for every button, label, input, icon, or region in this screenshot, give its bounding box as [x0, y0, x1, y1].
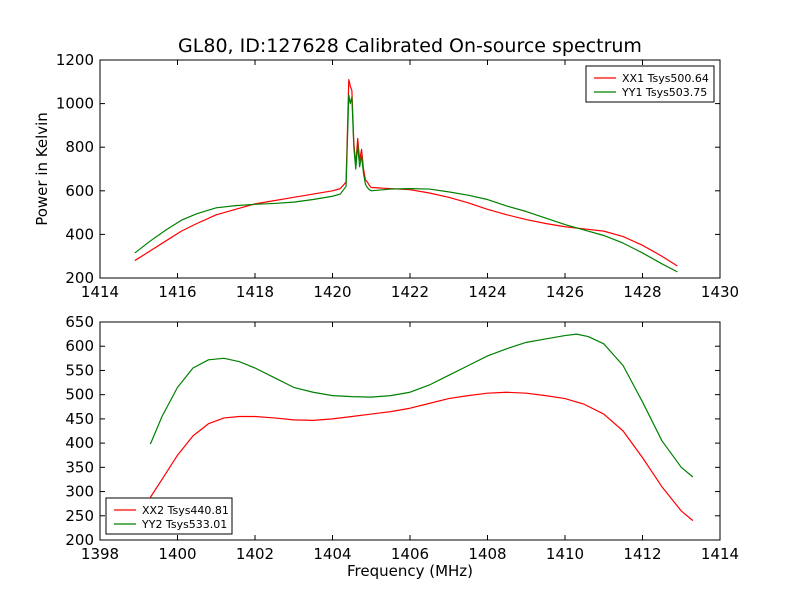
top-y-tick-label: 800: [65, 138, 94, 156]
bottom-x-tick-label: 1404: [313, 545, 351, 563]
top-y-tick-label: 600: [65, 182, 94, 200]
top-legend-label-1: XX1 Tsys500.64: [622, 72, 709, 85]
top-x-tick-label: 1424: [468, 283, 506, 301]
bottom-series-line-1: [149, 391, 694, 522]
bottom-x-tick-label: 1398: [81, 545, 119, 563]
bottom-x-tick-label: 1402: [236, 545, 274, 563]
bottom-legend-box: [105, 497, 233, 535]
top-legend-box: [585, 65, 715, 103]
bottom-x-axis-title: Frequency (MHz): [347, 562, 473, 580]
bottom-x-tick-label: 1414: [701, 545, 739, 563]
top-x-tick-label: 1416: [158, 283, 196, 301]
bottom-y-tick-label: 450: [65, 410, 94, 428]
bottom-x-tick-label: 1412: [623, 545, 661, 563]
top-y-tick-label: 1000: [56, 95, 94, 113]
bottom-y-tick-label: 650: [65, 313, 94, 331]
top-y-tick-label: 1200: [56, 51, 94, 69]
bottom-legend-label-1: XX2 Tsys440.81: [142, 504, 229, 517]
top-series-line-2: [134, 94, 678, 273]
bottom-x-tick-label: 1406: [391, 545, 429, 563]
top-x-tick-label: 1422: [391, 283, 429, 301]
bottom-x-tick-label: 1410: [546, 545, 584, 563]
chart-title: GL80, ID:127628 Calibrated On-source spe…: [178, 35, 642, 57]
top-y-tick-label: 200: [65, 269, 94, 287]
top-x-tick-label: 1430: [701, 283, 739, 301]
bottom-legend-label-2: YY2 Tsys533.01: [141, 518, 227, 531]
bottom-y-tick-label: 350: [65, 458, 94, 476]
bottom-series-line-2: [149, 333, 694, 478]
top-x-tick-label: 1428: [623, 283, 661, 301]
top-plot: 1414 1416 1418 1420 1422 1424 1426 1428 1430 200 4…: [33, 51, 739, 301]
bottom-y-tick-label: 250: [65, 507, 94, 525]
top-x-tick-label: 1426: [546, 283, 584, 301]
top-series-line-1: [134, 79, 678, 267]
bottom-plot: 1398 1400 1402 1404 1406 1408 1410 1412 1414 200 2…: [65, 313, 739, 580]
top-x-tick-label: 1414: [81, 283, 119, 301]
top-x-tick-label: 1418: [236, 283, 274, 301]
top-y-axis-title: Power in Kelvin: [33, 112, 51, 226]
bottom-y-tick-label: 400: [65, 434, 94, 452]
bottom-x-tick-label: 1400: [158, 545, 196, 563]
bottom-y-tick-label: 600: [65, 337, 94, 355]
bottom-x-tick-label: 1408: [468, 545, 506, 563]
top-y-tick-label: 400: [65, 225, 94, 243]
bottom-y-tick-label: 200: [65, 531, 94, 549]
bottom-y-tick-label: 300: [65, 483, 94, 501]
bottom-y-tick-label: 500: [65, 386, 94, 404]
top-legend-label-2: YY1 Tsys503.75: [621, 86, 707, 99]
top-x-tick-label: 1420: [313, 283, 351, 301]
bottom-y-tick-label: 550: [65, 361, 94, 379]
